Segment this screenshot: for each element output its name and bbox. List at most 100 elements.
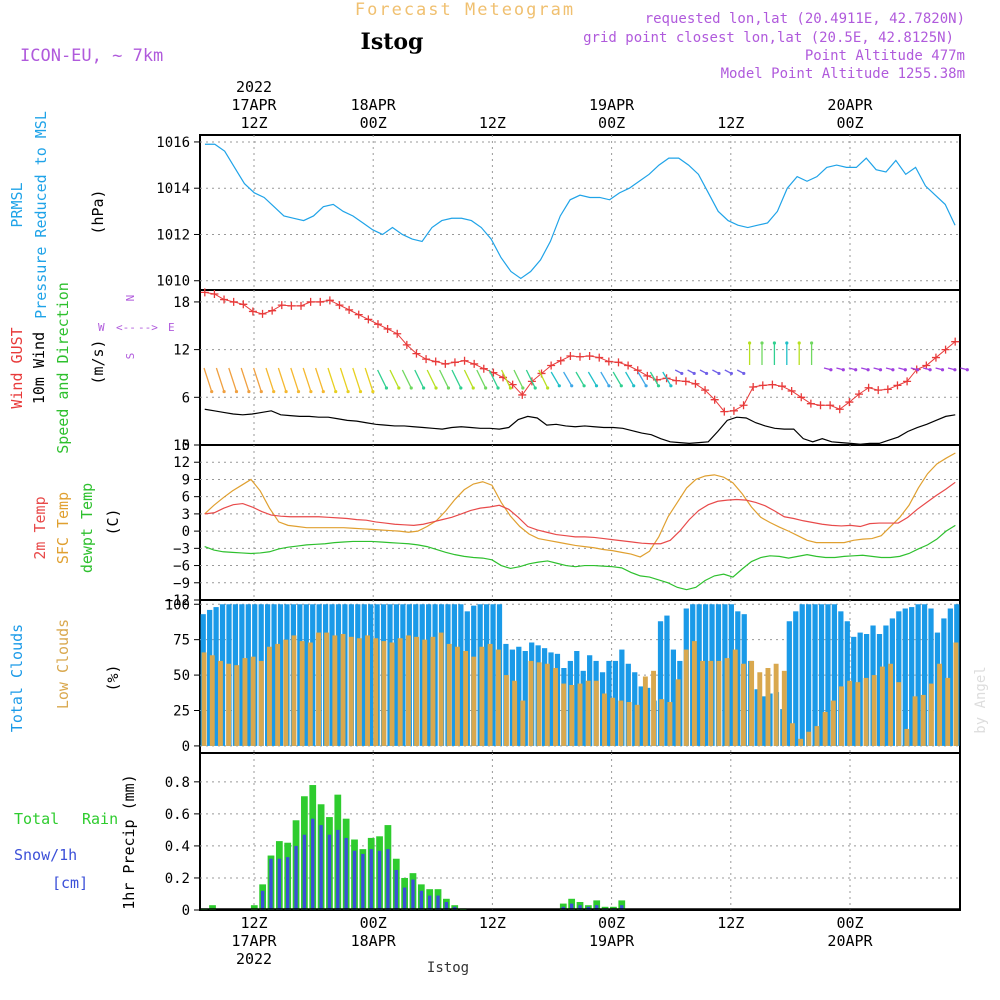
wind-arrow-head <box>582 384 586 388</box>
low-cloud-bar <box>520 700 526 746</box>
wind-arrow-head <box>358 389 363 394</box>
snow-bar <box>286 857 290 910</box>
total-cloud-bar <box>812 604 818 746</box>
gust-marker <box>710 395 719 404</box>
low-cloud-bar <box>847 680 853 746</box>
wind-direction-arrow <box>587 371 598 387</box>
low-cloud-bar <box>937 663 943 746</box>
total-cloud-bar <box>541 648 548 746</box>
gust-marker <box>393 329 402 338</box>
snow-bar <box>361 853 365 910</box>
wind-ytick-label: 6 <box>182 390 190 406</box>
bottom-time-label: 12Z <box>717 914 744 932</box>
snow-bar <box>411 879 415 910</box>
top-time-label: 12Z <box>240 114 267 132</box>
low-cloud-bar <box>610 697 616 746</box>
precip-ytick-label: 0 <box>182 903 190 919</box>
low-cloud-bar <box>299 641 305 746</box>
bottom-time-label: 00Z <box>360 914 387 932</box>
top-time-label: 20APR <box>827 96 873 114</box>
precip-panel: 0 0.2 0.4 0.6 0.8 Total Rain Snow/1h [cm] 1hr Pre… <box>14 752 961 919</box>
gust-marker <box>720 407 729 416</box>
low-cloud-bar <box>691 641 697 746</box>
snow-bar <box>269 858 273 910</box>
total-cloud-bar <box>632 672 638 746</box>
gust-marker <box>470 359 479 368</box>
gust-marker <box>248 307 257 316</box>
low-cloud-bar <box>258 660 264 746</box>
wind-direction-arrow <box>314 367 324 392</box>
gust-marker <box>345 305 354 314</box>
wind-arrow-head <box>760 341 764 345</box>
bottom-time-label: 12Z <box>240 914 267 932</box>
pressure-ytick-label: 1010 <box>156 274 190 290</box>
low-cloud-bar <box>348 636 354 746</box>
gust-marker <box>277 301 286 310</box>
gust-marker <box>874 386 883 395</box>
low-cloud-bar <box>716 660 722 746</box>
low-cloud-bar <box>414 636 420 746</box>
snow-bar <box>569 903 574 910</box>
gust-marker <box>768 380 777 389</box>
gust-marker <box>633 366 642 375</box>
precip-ytick-label: 0.8 <box>165 775 190 791</box>
total-cloud-bar <box>902 608 908 746</box>
top-time-label: 17APR <box>231 96 277 114</box>
wind-direction-arrow <box>662 371 672 387</box>
low-cloud-bar <box>561 683 567 746</box>
low-cloud-bar <box>495 649 501 746</box>
total-cloud-bar <box>799 604 805 746</box>
wind-direction-arrow <box>649 371 660 387</box>
gust-marker <box>585 351 594 360</box>
total-cloud-bar <box>483 604 490 746</box>
wind-label-gust: Wind GUST <box>8 327 26 408</box>
gust-marker <box>316 297 325 306</box>
gust-marker <box>749 382 758 391</box>
temp-ytick-label: 15 <box>173 438 190 454</box>
total-cloud-bar <box>606 660 612 746</box>
wind-arrow-head <box>334 389 338 394</box>
total-cloud-bar <box>793 611 799 746</box>
gust-marker <box>806 399 815 408</box>
wind-direction-arrow <box>575 371 585 387</box>
cloud-ytick-label: 50 <box>173 668 190 684</box>
compass-left: <-- <box>116 321 136 334</box>
pressure-ytick-label: 1014 <box>156 181 190 197</box>
requested-coords: requested lon,lat (20.4911E, 42.7820N) <box>645 11 965 27</box>
low-cloud-bar <box>945 677 951 746</box>
snow-bar <box>352 850 357 910</box>
snow-bar <box>394 869 398 910</box>
total-cloud-bar <box>522 651 528 746</box>
gust-marker <box>778 382 787 391</box>
low-cloud-bar <box>953 642 959 746</box>
snow-bar <box>311 818 315 910</box>
wind-arrow-head <box>496 386 500 390</box>
low-cloud-bar <box>675 679 681 746</box>
temp-ytick-label: −3 <box>173 541 190 557</box>
wind-arrow-head <box>669 384 673 388</box>
wind-direction-arrow <box>290 367 300 392</box>
snow-bar <box>402 887 407 910</box>
wind-direction-arrow <box>252 367 262 392</box>
low-cloud-bar <box>250 656 256 746</box>
total-cloud-bar <box>786 621 792 746</box>
total-cloud-bar <box>490 604 496 746</box>
gust-marker <box>325 296 334 305</box>
temp-ytick-label: 9 <box>182 472 190 488</box>
wind-arrow-head <box>371 389 375 394</box>
total-cloud-bar <box>419 604 425 746</box>
gust-marker <box>835 405 844 414</box>
total-cloud-bar <box>838 611 844 746</box>
wind-direction-arrow <box>414 369 425 389</box>
total-cloud-bar <box>941 618 947 746</box>
wind-direction-arrow <box>277 367 287 392</box>
low-cloud-bar <box>405 635 411 746</box>
low-cloud-bar <box>316 632 321 746</box>
snow-bar <box>336 829 340 910</box>
gust-marker <box>893 381 902 390</box>
wind-arrow-head <box>397 386 401 390</box>
total-cloud-bar <box>516 646 522 746</box>
bottom-time-label: 17APR <box>231 932 277 950</box>
snow-bar <box>319 825 323 910</box>
